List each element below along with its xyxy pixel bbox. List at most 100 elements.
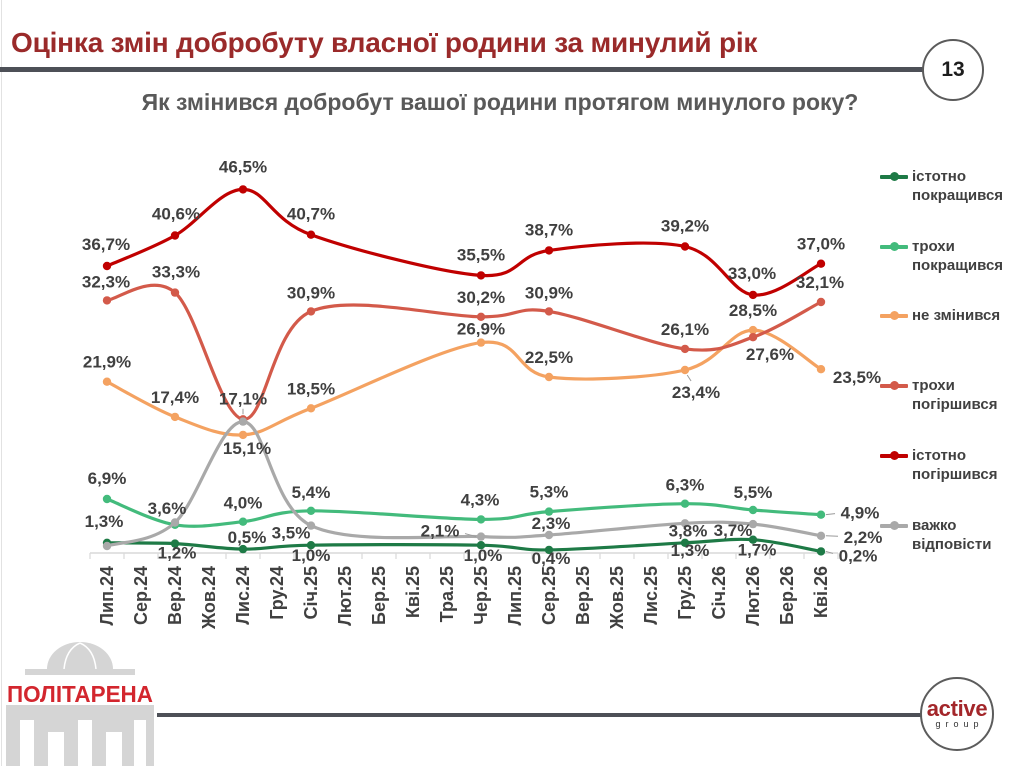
data-point-significantly-improved	[306, 541, 316, 550]
data-label-unchanged: 23,5%	[833, 368, 881, 387]
logo-window	[106, 732, 122, 766]
data-point-significantly-improved	[170, 539, 180, 548]
data-label-slightly-worsened: 26,1%	[661, 320, 709, 339]
x-tick-label: Бер.26	[777, 566, 797, 625]
data-point-slightly-worsened	[816, 297, 826, 307]
data-label-significantly-worsened: 37,0%	[797, 235, 845, 254]
data-label-significantly-improved: 1,0%	[464, 546, 503, 565]
x-tick-label: Жов.24	[199, 566, 219, 630]
legend-line-marker-icon	[880, 242, 908, 251]
data-label-unchanged: 18,5%	[287, 379, 335, 398]
x-axis: Лип.24 Сер.24 Вер.24 Жов.24 Лис.24 Гру.24 Січ.…	[89, 552, 839, 630]
data-label-unchanged: 15,1%	[223, 439, 271, 458]
x-tick-label: Кві.26	[811, 566, 831, 618]
data-label-leader-line	[825, 535, 839, 537]
header-divider	[0, 67, 924, 72]
x-tick-label: Вер.24	[165, 566, 185, 625]
logo-window	[134, 720, 146, 766]
footer-divider	[157, 713, 923, 717]
data-point-unchanged	[238, 430, 248, 440]
data-point-slightly-improved	[680, 499, 690, 508]
legend-item-unchanged[interactable]: не змінився	[878, 306, 1024, 346]
data-label-significantly-improved: 1,3%	[85, 512, 124, 531]
x-tick-label: Лип.24	[97, 566, 117, 626]
series-line-hard-to-say	[105, 419, 823, 548]
data-point-slightly-worsened	[748, 333, 758, 342]
data-label-slightly-improved: 4,9%	[841, 504, 880, 523]
data-point-slightly-improved	[748, 505, 758, 515]
active-group-logo: active group	[920, 677, 994, 751]
page-number: 13	[941, 58, 965, 81]
data-label-slightly-improved: 5,4%	[292, 483, 331, 502]
politarena-logo: ПОЛІТАРЕНА	[6, 642, 154, 766]
data-label-unchanged: 28,5%	[729, 301, 777, 320]
data-point-unchanged	[544, 372, 554, 382]
data-point-slightly-improved	[102, 494, 112, 504]
series-unchanged	[102, 325, 826, 440]
legend-item-significantly-worsened[interactable]: істотно погіршився	[878, 446, 1024, 486]
data-point-significantly-improved	[544, 545, 554, 555]
data-label-significantly-worsened: 33,0%	[728, 264, 776, 283]
legend-line-marker-icon	[880, 172, 908, 181]
legend-label: не змінився	[912, 307, 1001, 324]
data-point-significantly-improved	[816, 547, 826, 556]
data-label-unchanged: 17,4%	[151, 388, 199, 407]
legend-dot-icon	[890, 311, 899, 320]
active-group-subtitle: group	[935, 718, 984, 729]
data-label-significantly-worsened: 36,7%	[82, 235, 130, 254]
data-point-hard-to-say	[816, 531, 826, 540]
legend-dot-icon	[890, 521, 899, 530]
data-label-leader-line	[825, 550, 834, 554]
legend-label: трохи покращився	[912, 238, 1004, 274]
page-title: Оцінка змін добробуту власної родини за …	[11, 27, 758, 58]
x-tick-label: Гру.25	[675, 566, 695, 620]
data-label-slightly-worsened: 30,9%	[287, 283, 335, 302]
x-tick-label: Бер.25	[369, 566, 389, 625]
legend-item-hard-to-say[interactable]: важко відповісти	[878, 516, 1024, 556]
data-label-slightly-improved: 5,5%	[734, 483, 773, 502]
data-point-slightly-worsened	[544, 307, 554, 316]
series-slightly-improved	[102, 494, 826, 529]
data-label-significantly-worsened: 46,5%	[219, 157, 267, 176]
data-labels: 1,3% 1,2% 0,5% 1,0% 1,0% 0,4% 1,3% 1,7% 0,2% 6,9%…	[82, 157, 882, 568]
data-label-slightly-worsened: 17,1%	[219, 389, 267, 408]
legend-item-significantly-improved[interactable]: істотно покращився	[878, 167, 1024, 207]
legend-item-slightly-improved[interactable]: трохи покращився	[878, 237, 1024, 277]
logo-window	[20, 720, 34, 766]
politarena-wordmark: ПОЛІТАРЕНА	[7, 681, 153, 707]
legend-label: важко відповісти	[912, 517, 992, 553]
x-tick-label: Тра.25	[437, 566, 457, 622]
data-label-hard-to-say: 3,8%	[669, 521, 708, 540]
data-label-significantly-improved: 1,3%	[671, 541, 710, 560]
series-line-significantly-worsened	[105, 187, 823, 297]
data-point-significantly-worsened	[238, 185, 248, 194]
data-label-leader-line	[825, 513, 836, 516]
data-point-hard-to-say	[476, 532, 486, 541]
data-label-slightly-improved: 6,9%	[88, 469, 127, 488]
data-point-significantly-improved	[476, 541, 486, 550]
data-point-hard-to-say	[544, 530, 554, 540]
data-label-unchanged: 22,5%	[525, 348, 573, 367]
data-point-slightly-worsened	[680, 344, 690, 354]
logo-architrave	[6, 705, 154, 712]
data-point-slightly-improved	[544, 507, 554, 516]
active-group-wordmark: active	[926, 695, 988, 721]
series-hard-to-say	[102, 417, 826, 551]
data-point-hard-to-say	[306, 521, 316, 530]
x-tick-label: Лис.25	[641, 566, 661, 625]
series-lines	[102, 185, 826, 556]
data-point-significantly-worsened	[544, 246, 554, 255]
data-label-leader-line	[464, 533, 477, 538]
chart-question-title: Як змінився добробут вашої родини протяг…	[141, 89, 859, 115]
data-label-slightly-improved: 5,3%	[530, 483, 569, 502]
data-point-significantly-worsened	[476, 271, 486, 280]
x-tick-label: Сер.24	[131, 566, 151, 625]
legend-item-slightly-worsened[interactable]: трохи погіршився	[878, 376, 1024, 416]
x-tick-label: Гру.24	[267, 566, 287, 620]
legend-line-marker-icon	[880, 521, 908, 530]
data-point-significantly-worsened	[816, 259, 826, 268]
data-label-significantly-improved: 0,5%	[228, 528, 267, 547]
data-point-unchanged	[816, 365, 826, 374]
logo-cornice	[25, 669, 135, 675]
